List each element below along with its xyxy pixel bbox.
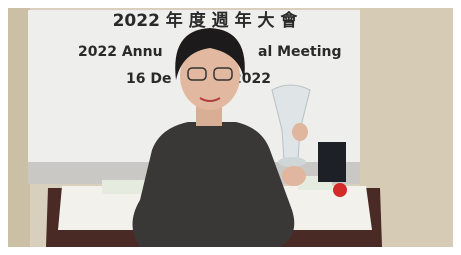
banner-title: 2022 年 度 週 年 大 會 xyxy=(113,10,299,31)
vase-base xyxy=(278,157,306,167)
banner-date-left: 16 De xyxy=(126,71,171,87)
hand xyxy=(292,123,308,141)
photo: 2022 年 度 週 年 大 會 2022 Annu al Meeting 16… xyxy=(0,0,461,255)
red-ribbon xyxy=(333,183,347,197)
award-box xyxy=(318,142,346,182)
banner-subtitle-right: al Meeting xyxy=(258,44,342,60)
page: 2022 年 度 週 年 大 會 2022 Annu al Meeting 16… xyxy=(0,0,461,255)
left-curtain xyxy=(8,8,30,247)
hand xyxy=(282,166,306,186)
banner-subtitle-left: 2022 Annu xyxy=(78,44,163,60)
